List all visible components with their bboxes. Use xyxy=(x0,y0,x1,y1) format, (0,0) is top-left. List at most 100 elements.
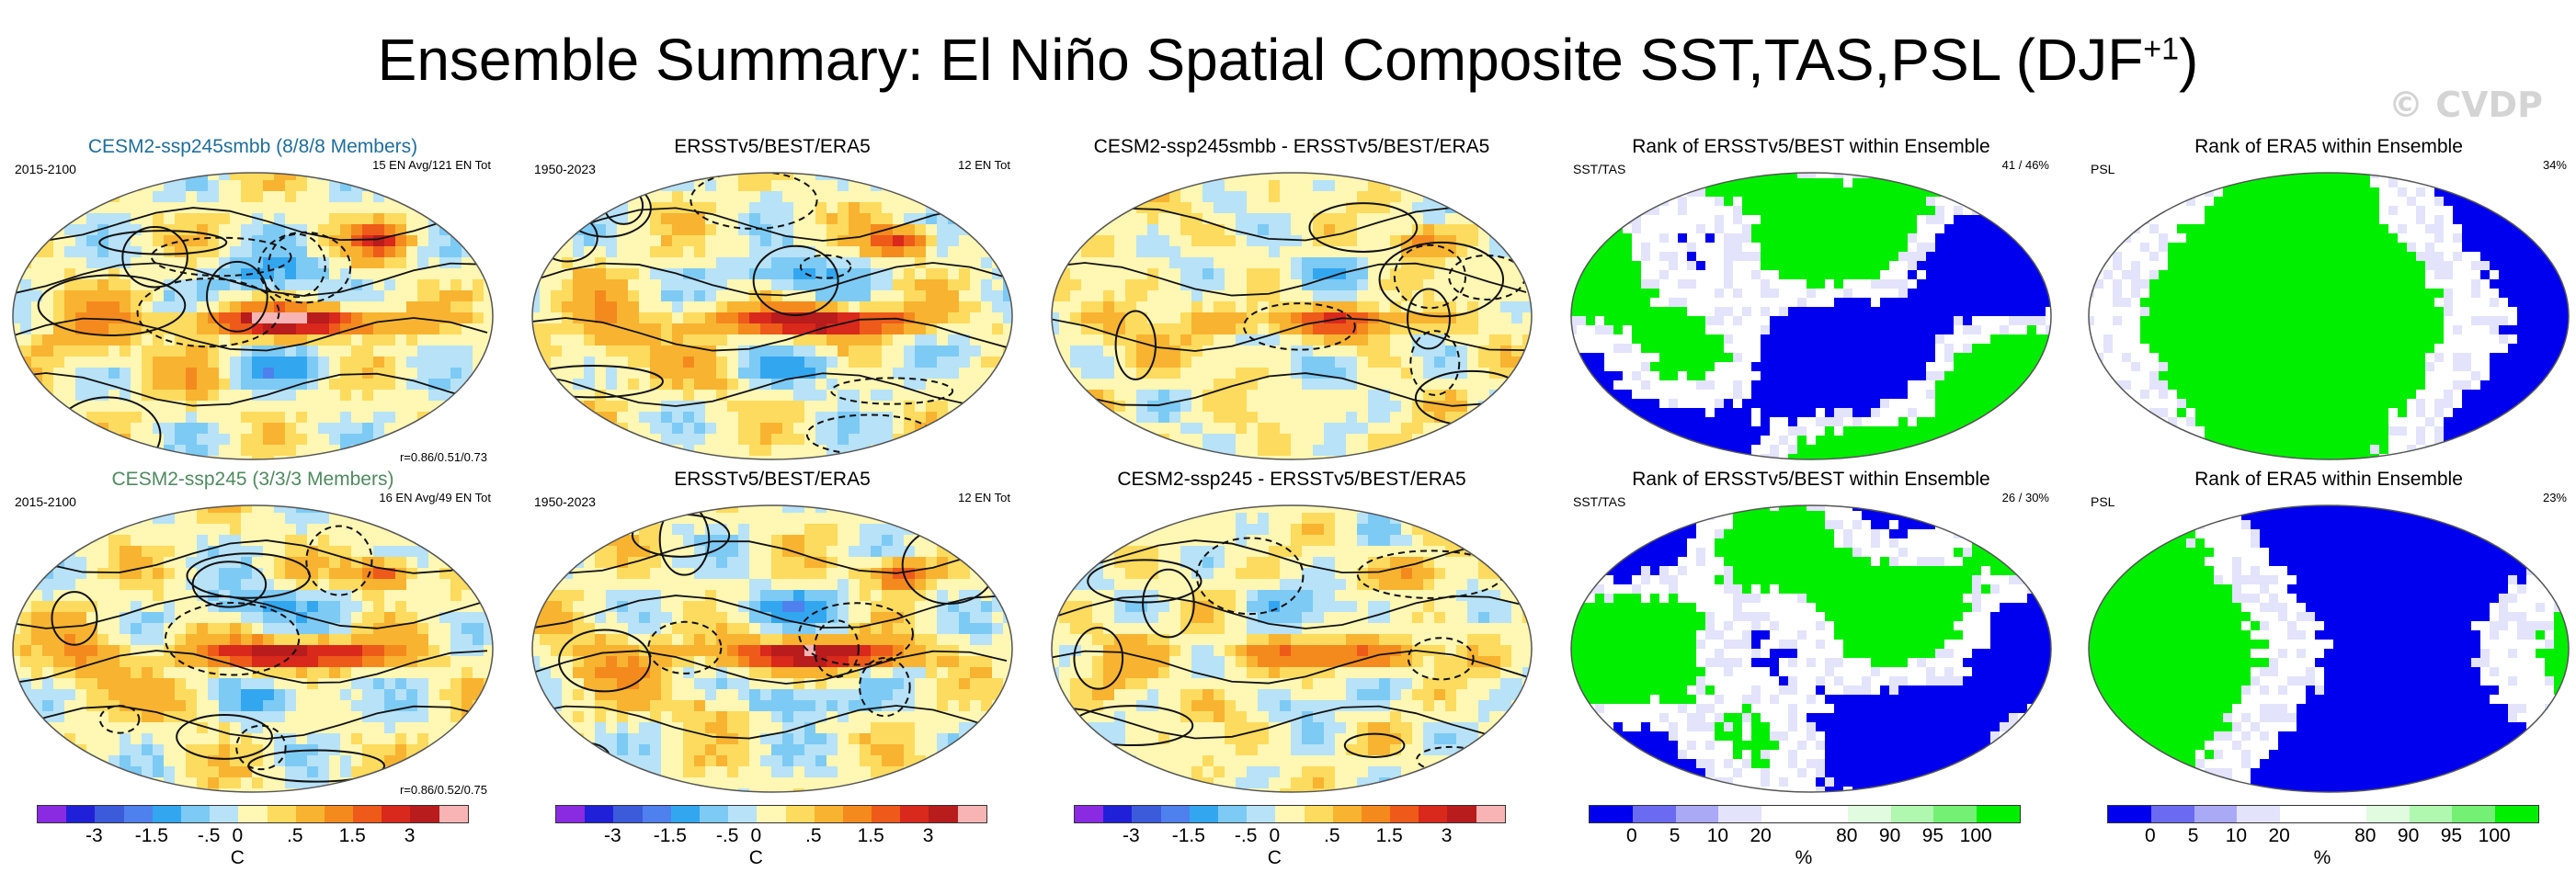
colorbar-swatch xyxy=(757,806,786,822)
panel-period-label: 1950-2023 xyxy=(534,494,596,509)
colorbar-tick-label: 0 xyxy=(750,825,762,846)
colorbar-swatch xyxy=(95,806,124,822)
page-title: Ensemble Summary: El Niño Spatial Compos… xyxy=(377,27,2199,93)
map-panel: Rank of ERSSTv5/BEST within Ensemble SST/… xyxy=(1567,136,2055,471)
colorbar-swatch xyxy=(1447,806,1476,822)
colorbar-swatch xyxy=(267,806,296,822)
panel-period-label: 1950-2023 xyxy=(534,162,596,176)
panel-title: Rank of ERSSTv5/BEST within Ensemble xyxy=(1632,469,1990,490)
colorbar-swatch xyxy=(1332,806,1362,822)
colorbar-swatch xyxy=(1217,806,1248,822)
colorbar-unit-label: C xyxy=(748,847,763,868)
colorbar-swatch xyxy=(1247,806,1276,822)
colorbar-tick-label: 10 xyxy=(2225,825,2248,846)
colorbar-swatch xyxy=(38,806,67,822)
colorbar-tick-label: -.5 xyxy=(1234,825,1258,846)
panel-count-label: 16 EN Avg/49 EN Tot xyxy=(379,491,491,504)
map-field xyxy=(12,504,494,793)
colorbar-swatch xyxy=(2409,806,2453,822)
panel-period-label: SST/TAS xyxy=(1573,494,1626,509)
colorbar-swatch xyxy=(324,806,354,822)
colorbar-swatch xyxy=(238,806,268,822)
colorbar: 0 5 10 20 80 90 95 100% xyxy=(2107,805,2539,888)
colorbar-tick-label: 3 xyxy=(1441,825,1453,846)
colorbar-swatch xyxy=(439,806,468,822)
colorbar-tick-label: -.5 xyxy=(715,825,739,846)
panel-count-label: 41 / 46% xyxy=(2001,158,2049,172)
colorbar-swatch xyxy=(1675,806,1719,822)
panel-count-label: 23% xyxy=(2542,491,2567,504)
panel-title: CESM2-ssp245smbb (8/8/8 Members) xyxy=(87,136,418,157)
colorbar-swatch xyxy=(585,806,614,822)
colorbar-tick-label: 80 xyxy=(1836,825,1858,846)
panel-title: CESM2-ssp245 (3/3/3 Members) xyxy=(111,469,394,490)
panel-period-label: SST/TAS xyxy=(1573,162,1626,176)
colorbar-tick-label: 95 xyxy=(2440,825,2463,846)
colorbar-tick-label: -1.5 xyxy=(653,825,687,846)
colorbar-tick-label: 5 xyxy=(2187,825,2199,846)
colorbar-swatch xyxy=(1103,806,1133,822)
colorbar-tick-label: .5 xyxy=(1324,825,1340,846)
colorbar-swatch xyxy=(1890,806,1934,822)
colorbar-tick-label: 20 xyxy=(1750,825,1772,846)
panel-period-label: PSL xyxy=(2091,162,2115,176)
colorbar-swatch xyxy=(1718,806,1762,822)
colorbar-swatch xyxy=(613,806,643,822)
pattern-correlation-label: r=0.86/0.52/0.75 xyxy=(399,783,487,797)
map-field xyxy=(1051,172,1533,460)
colorbar-swatch xyxy=(1761,806,1805,822)
panel-title: ERSSTv5/BEST/ERA5 xyxy=(674,469,871,490)
colorbar-swatch xyxy=(1275,806,1305,822)
colorbar-tick-label: .5 xyxy=(287,825,303,846)
map-field xyxy=(2088,172,2570,460)
colorbar-swatch xyxy=(814,806,843,822)
colorbar-tick-label: 10 xyxy=(1706,825,1729,846)
colorbar-swatch xyxy=(1304,806,1333,822)
colorbar-swatch xyxy=(785,806,815,822)
map-field xyxy=(531,172,1013,460)
colorbar-swatch xyxy=(123,806,153,822)
colorbar-swatch xyxy=(1977,806,2020,822)
colorbar-swatch xyxy=(900,806,929,822)
colorbar: 0 5 10 20 80 90 95 100% xyxy=(1589,805,2021,888)
colorbar-swatch xyxy=(2365,806,2410,822)
map-panel: Rank of ERSSTv5/BEST within Ensemble SST/… xyxy=(1567,469,2055,804)
colorbar-tick-label: -3 xyxy=(1123,825,1140,846)
panel-title: CESM2-ssp245 - ERSSTv5/BEST/ERA5 xyxy=(1117,469,1466,490)
colorbar-tick-label: 80 xyxy=(2354,825,2377,846)
colorbar-swatch xyxy=(1160,806,1190,822)
map-panel: ERSSTv5/BEST/ERA5 1950-2023 12 EN Tot xyxy=(529,469,1016,804)
colorbar-tick-label: 0 xyxy=(1625,825,1637,846)
map-field xyxy=(2088,504,2570,793)
colorbar-tick-label: 100 xyxy=(1959,825,1992,846)
colorbar-swatch xyxy=(699,806,729,822)
colorbar-swatch xyxy=(2452,806,2496,822)
map-panel: ERSSTv5/BEST/ERA5 1950-2023 12 EN Tot xyxy=(529,136,1016,471)
map-field xyxy=(1051,504,1533,793)
colorbar-unit-label: C xyxy=(230,847,245,868)
panel-title: CESM2-ssp245smbb - ERSSTv5/BEST/ERA5 xyxy=(1093,136,1490,157)
colorbar-swatch xyxy=(1847,806,1891,822)
colorbar-swatch xyxy=(728,806,758,822)
colorbar-tick-label: 100 xyxy=(2478,825,2511,846)
colorbar-tick-label: 90 xyxy=(2397,825,2420,846)
colorbar-swatch xyxy=(842,806,872,822)
colorbar-swatch xyxy=(66,806,96,822)
colorbar-swatch xyxy=(210,806,239,822)
colorbar-unit-label: % xyxy=(1795,847,1813,868)
colorbar-swatch xyxy=(2150,806,2194,822)
panel-count-label: 12 EN Tot xyxy=(958,491,1010,504)
colorbar-tick-label: -3 xyxy=(85,825,103,846)
colorbar-swatch xyxy=(1804,806,1848,822)
colorbar-tick-label: -3 xyxy=(604,825,621,846)
panel-period-label: 2015-2100 xyxy=(15,162,76,176)
panel-count-label: 15 EN Avg/121 EN Tot xyxy=(372,158,491,172)
map-panel: CESM2-ssp245 (3/3/3 Members) 2015-2100 16 … xyxy=(9,469,496,804)
colorbar-swatch xyxy=(2194,806,2238,822)
colorbar-swatch xyxy=(929,806,958,822)
colorbar-swatch xyxy=(642,806,671,822)
map-field xyxy=(1570,504,2052,793)
map-panel: CESM2-ssp245smbb (8/8/8 Members) 2015-210… xyxy=(9,136,496,471)
colorbar-swatch xyxy=(382,806,411,822)
colorbar-swatch xyxy=(872,806,901,822)
